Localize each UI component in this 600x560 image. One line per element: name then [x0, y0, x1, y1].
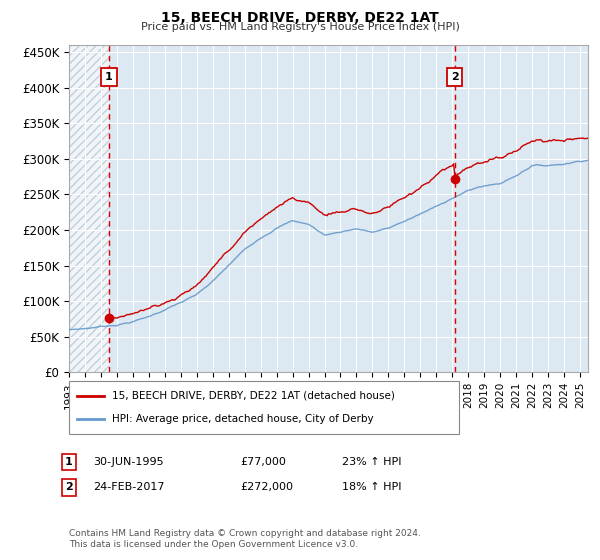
Text: £272,000: £272,000 [240, 482, 293, 492]
FancyBboxPatch shape [69, 381, 459, 434]
Text: 18% ↑ HPI: 18% ↑ HPI [342, 482, 401, 492]
Text: £77,000: £77,000 [240, 457, 286, 467]
Text: 2: 2 [451, 72, 458, 82]
Text: 15, BEECH DRIVE, DERBY, DE22 1AT (detached house): 15, BEECH DRIVE, DERBY, DE22 1AT (detach… [112, 391, 395, 401]
Text: 1: 1 [105, 72, 113, 82]
Text: 1: 1 [65, 457, 73, 467]
Text: 30-JUN-1995: 30-JUN-1995 [93, 457, 164, 467]
Text: HPI: Average price, detached house, City of Derby: HPI: Average price, detached house, City… [112, 414, 374, 424]
Text: Contains HM Land Registry data © Crown copyright and database right 2024.
This d: Contains HM Land Registry data © Crown c… [69, 529, 421, 549]
Text: 15, BEECH DRIVE, DERBY, DE22 1AT: 15, BEECH DRIVE, DERBY, DE22 1AT [161, 11, 439, 25]
Text: Price paid vs. HM Land Registry's House Price Index (HPI): Price paid vs. HM Land Registry's House … [140, 22, 460, 32]
Text: 2: 2 [65, 482, 73, 492]
Text: 24-FEB-2017: 24-FEB-2017 [93, 482, 164, 492]
Text: 23% ↑ HPI: 23% ↑ HPI [342, 457, 401, 467]
